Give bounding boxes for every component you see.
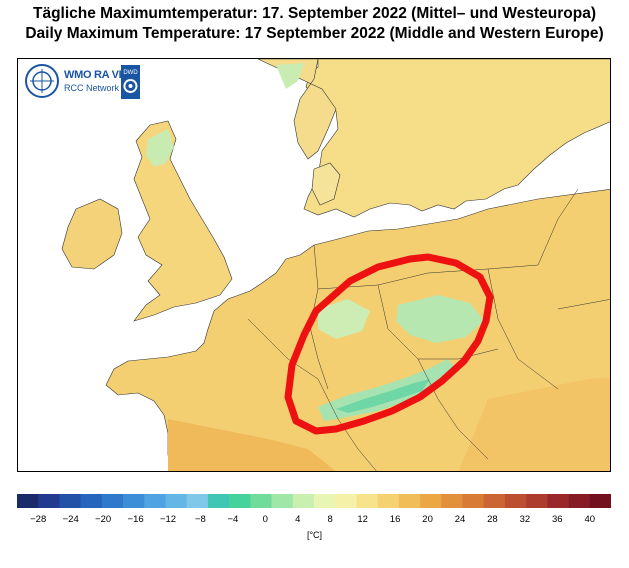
dwd-label: DWD <box>123 70 138 76</box>
logo-network-text: RCC Network <box>64 83 120 93</box>
colorbar-box <box>377 494 400 508</box>
colorbar-box <box>314 494 336 508</box>
colorbar-box <box>123 494 145 508</box>
colorbar-tick-label: −28 <box>30 514 47 525</box>
temperature-map <box>17 58 611 472</box>
colorbar-box <box>420 494 442 508</box>
colorbar-box <box>568 494 591 508</box>
map-canvas <box>18 59 610 471</box>
balkans-east <box>458 377 610 471</box>
colorbar-tick-label: −24 <box>62 514 79 525</box>
title-english: Daily Maximum Temperature: 17 September … <box>25 25 604 42</box>
colorbar-tick-label: −16 <box>127 514 144 525</box>
title-german: Tägliche Maximumtemperatur: 17. Septembe… <box>32 5 597 22</box>
colorbar-tick-label: 16 <box>389 514 401 525</box>
colorbar-box <box>292 494 315 508</box>
colorbar-box <box>186 494 209 508</box>
logo-org-text: WMO RA VI <box>64 69 122 81</box>
scotland-cool <box>146 129 174 167</box>
colorbar-box <box>504 494 527 508</box>
colorbar-box <box>229 494 251 508</box>
colorbar-box <box>526 494 548 508</box>
colorbar-tick-label: 24 <box>454 514 466 525</box>
ireland <box>61 198 123 270</box>
colorbar-tick-label: 4 <box>295 514 301 525</box>
colorbar-tick-labels: −28 −24 −20 −16 −12 −8 −4 0 4 8 12 16 20 24 28 32 36 40 <box>17 514 611 528</box>
colorbar-box <box>59 494 81 508</box>
colorbar-box <box>335 494 357 508</box>
colorbar-tick-label: −12 <box>159 514 177 525</box>
colorbar-box <box>165 494 188 508</box>
colorbar-tick-label: −8 <box>194 514 206 525</box>
colorbar-tick-label: 8 <box>327 514 333 525</box>
great-britain <box>133 120 233 322</box>
colorbar-tick-label: −20 <box>95 514 112 525</box>
czech-cool <box>396 295 484 343</box>
alps-cold-core <box>336 379 430 413</box>
colorbar-box <box>271 494 294 508</box>
colorbar-box <box>483 494 506 508</box>
colorbar-unit: [°C] <box>306 530 323 540</box>
red-outline-annotation <box>284 253 494 435</box>
colorbar-tick-label: 40 <box>584 514 596 525</box>
colorbar-tick-label: 36 <box>552 514 563 525</box>
colorbar-tick-label: −4 <box>227 514 239 525</box>
colorbar-box <box>101 494 124 508</box>
colorbar-tick-label: 20 <box>422 514 433 525</box>
colorbar-box <box>547 494 569 508</box>
germany-cool-patch <box>318 299 370 339</box>
iberia-france-south <box>168 419 336 471</box>
colorbar-tick-label: 28 <box>487 514 498 525</box>
colorbar-box <box>80 494 103 508</box>
dwd-emblem-icon: DWD <box>121 65 140 99</box>
colorbar-tick-label: 0 <box>262 514 268 525</box>
colorbar-box <box>441 494 463 508</box>
temperature-colorbar <box>17 494 611 508</box>
colorbar-tick-label: 12 <box>357 514 368 525</box>
denmark <box>311 162 341 206</box>
colorbar-box <box>250 494 272 508</box>
colorbar-box <box>17 494 39 508</box>
colorbar-box <box>356 494 378 508</box>
wmo-emblem-icon <box>25 64 59 98</box>
colorbar-box <box>144 494 166 508</box>
wmo-rcc-logo: WMO RA VI RCC Network DWD <box>24 63 142 103</box>
scandinavia-cool <box>276 63 304 89</box>
colorbar-box <box>207 494 230 508</box>
scandinavia <box>257 59 337 160</box>
colorbar-box <box>462 494 485 508</box>
colorbar-box <box>398 494 421 508</box>
colorbar-box <box>589 494 611 508</box>
colorbar-tick-label: 32 <box>519 514 531 525</box>
colorbar-boxes <box>17 494 611 508</box>
colorbar-box <box>38 494 60 508</box>
